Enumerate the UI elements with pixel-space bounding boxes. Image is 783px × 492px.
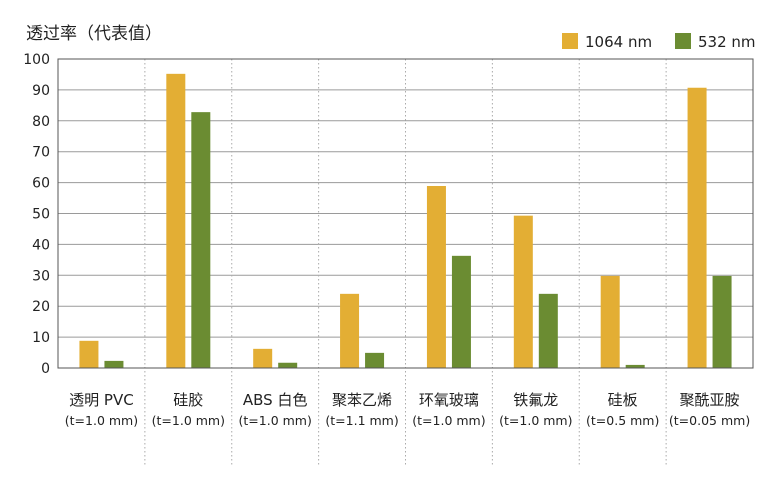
x-category-label: ABS 白色 [243,391,308,409]
x-category-label: 透明 PVC [69,391,134,409]
x-category-label: 硅板 [608,391,638,409]
legend: 1064 nm 532 nm [562,33,756,51]
bar [600,275,620,368]
x-category-note: (t=0.05 mm) [669,413,750,428]
y-tick-label: 60 [32,176,50,192]
y-tick-label: 40 [32,237,50,253]
x-category-label: 环氧玻璃 [419,391,479,409]
plot-frame [57,58,754,369]
bar [104,360,124,368]
bar [426,185,446,368]
bar [712,275,732,368]
x-axis-labels: 透明 PVC (t=1.0 mm) 硅胶 (t=1.0 mm) ABS 白色 (t=1.0… [65,391,750,428]
x-category-note: (t=1.0 mm) [65,413,138,428]
bar [625,364,645,368]
legend-swatch [562,33,578,49]
x-category-note: (t=0.5 mm) [586,413,659,428]
y-tick-label: 90 [32,83,50,99]
bars [79,73,732,368]
x-category-label: 铁氟龙 [513,391,558,409]
x-category-label: 硅胶 [173,391,203,409]
y-axis-ticks: 0 10 20 30 40 50 60 70 80 90 100 [23,52,50,377]
x-category-note: (t=1.0 mm) [499,413,572,428]
bar [687,87,707,368]
bar [79,340,99,368]
legend-swatch [675,33,691,49]
x-category-note: (t=1.0 mm) [239,413,312,428]
y-tick-label: 20 [32,299,50,315]
x-category-label: 聚酰亚胺 [680,391,740,409]
bar [513,215,533,368]
y-tick-label: 10 [32,330,50,346]
bar [191,112,211,368]
bar [538,293,558,368]
bar [253,348,273,368]
x-category-note: (t=1.0 mm) [412,413,485,428]
y-tick-label: 70 [32,145,50,161]
bar [278,362,298,368]
category-separators [144,59,667,465]
bar [451,255,471,368]
bar [166,73,186,368]
legend-label: 1064 nm [585,33,652,51]
y-axis-title: 透过率（代表值） [26,24,162,44]
y-tick-label: 80 [32,114,50,130]
y-tick-label: 50 [32,207,50,223]
bar [365,352,385,368]
bar [340,293,360,368]
x-category-label: 聚苯乙烯 [332,391,392,409]
y-tick-label: 0 [41,361,50,377]
y-tick-label: 100 [23,52,50,68]
y-tick-label: 30 [32,268,50,284]
x-category-note: (t=1.1 mm) [325,413,398,428]
x-category-note: (t=1.0 mm) [152,413,225,428]
legend-label: 532 nm [698,33,756,51]
